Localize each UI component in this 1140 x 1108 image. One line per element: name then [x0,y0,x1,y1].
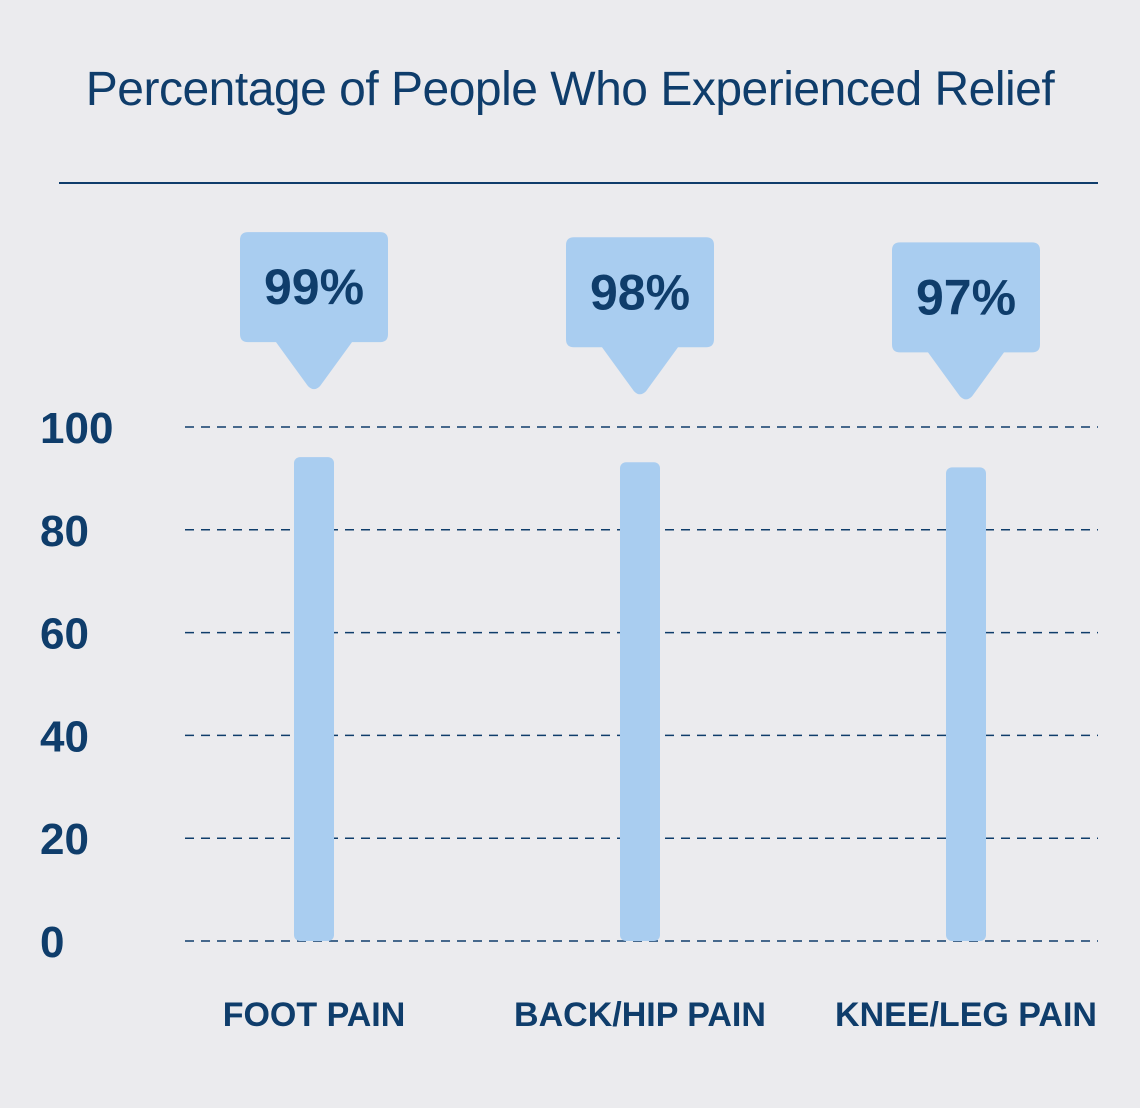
value-callout [240,232,388,390]
title-divider [59,182,1098,184]
category-label: KNEE/LEG PAIN [835,996,1097,1034]
y-tick-label: 20 [40,815,89,864]
y-tick-label: 0 [40,918,64,967]
bar [946,467,986,941]
category-label: FOOT PAIN [223,996,406,1034]
bar [294,457,334,941]
y-tick-label: 80 [40,507,89,556]
data-label: 97% [916,269,1016,325]
data-label: 98% [590,264,690,320]
value-callout [892,242,1040,400]
category-label: BACK/HIP PAIN [514,996,766,1034]
data-label: 99% [264,259,364,315]
value-callout [566,237,714,395]
y-tick-label: 40 [40,712,89,761]
y-tick-label: 100 [40,404,113,453]
chart-title: Percentage of People Who Experienced Rel… [85,63,1055,116]
y-tick-label: 60 [40,610,89,659]
bar [620,462,660,941]
